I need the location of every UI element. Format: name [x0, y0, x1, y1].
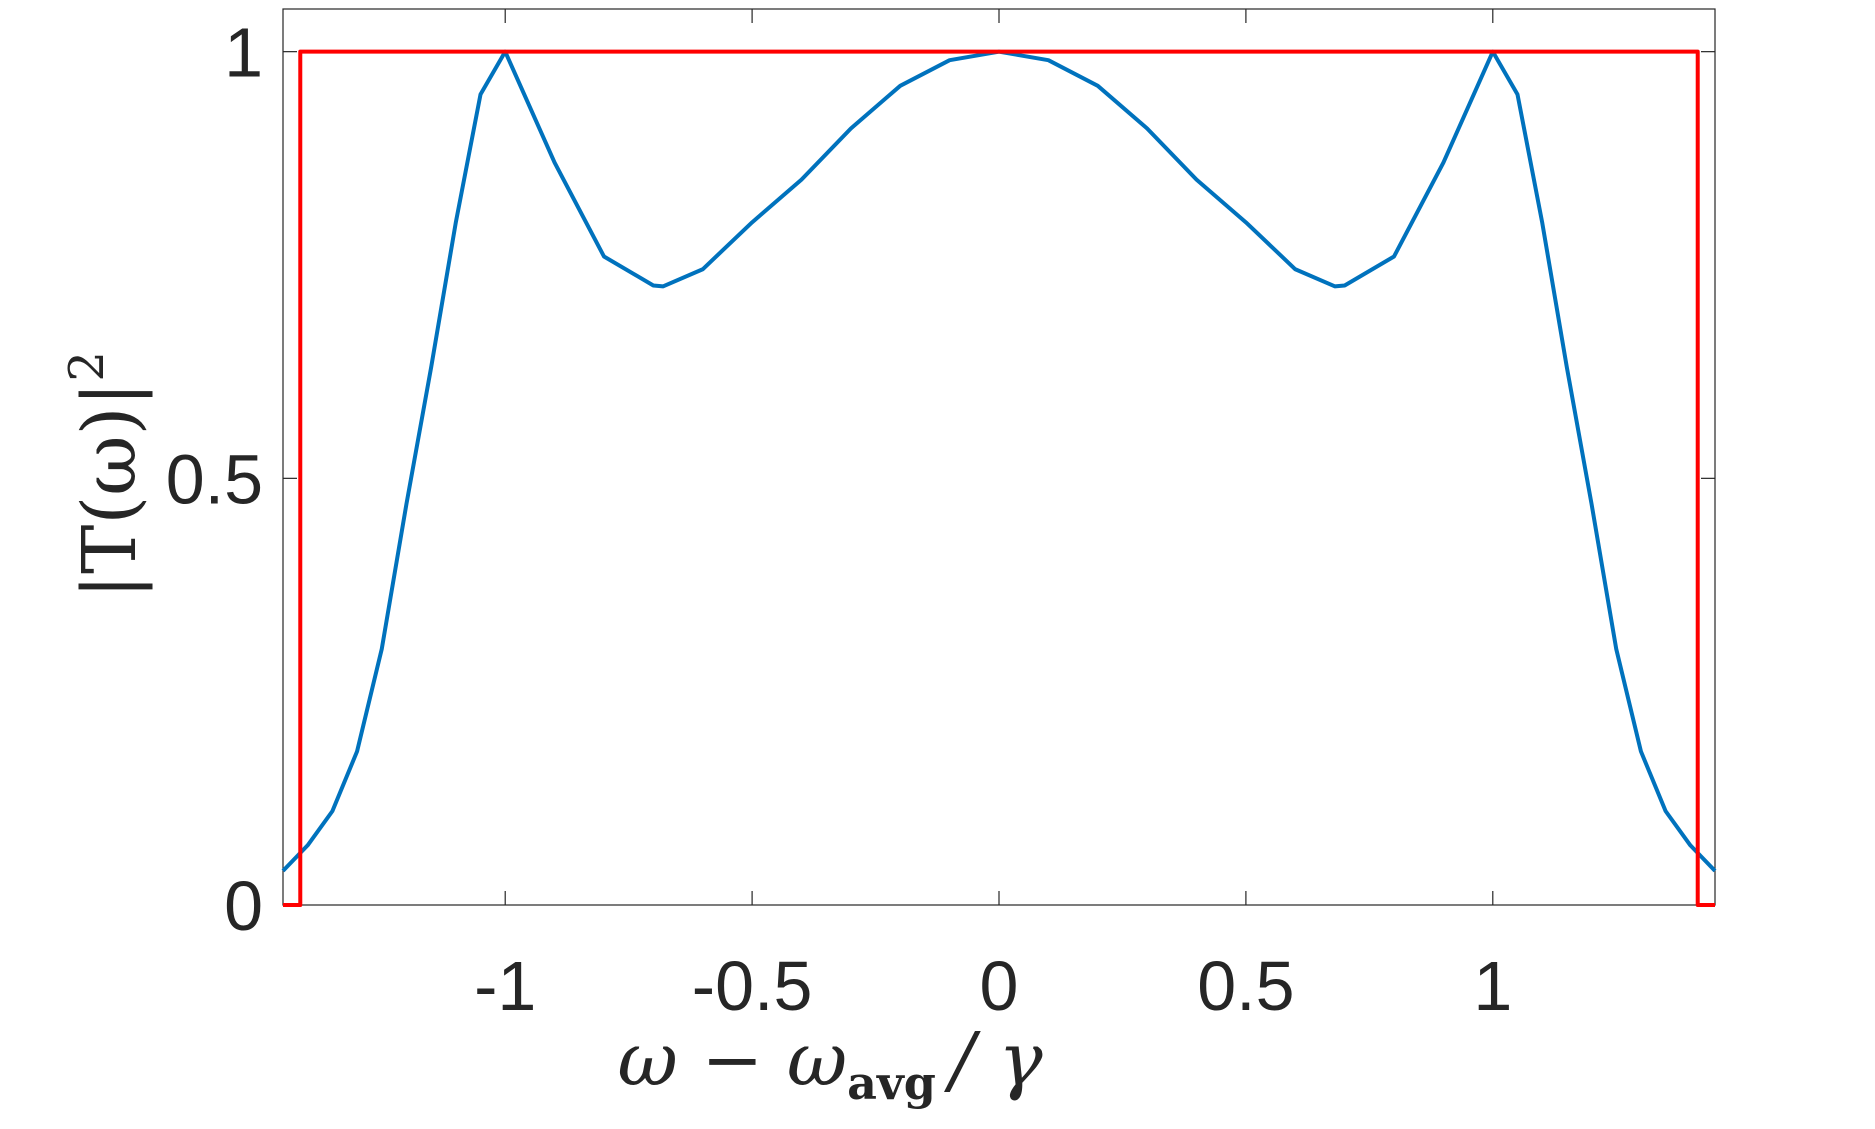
x-tick-label: -0.5 [692, 947, 813, 1025]
x-tick-label: 1 [1473, 947, 1512, 1025]
y-axis-label: |T(ω)|2 [59, 351, 153, 599]
x-axis-label: ω − ωavg / γ [617, 1017, 1043, 1110]
x-label-part: / γ [944, 1017, 1043, 1103]
y-label-part: |T(ω)| [67, 382, 153, 599]
y-tick-label: 0 [224, 867, 263, 945]
x-tick-label: 0 [980, 947, 1019, 1025]
line-series [283, 49, 1715, 907]
x-tick-label: 0.5 [1197, 947, 1294, 1025]
line-series [281, 49, 1717, 873]
x-tick-label: -1 [474, 947, 536, 1025]
plot-area [282, 8, 1716, 906]
y-label-sup: 2 [59, 351, 115, 382]
y-tick-label: 0.5 [166, 440, 263, 518]
y-tick-label: 1 [224, 14, 263, 92]
x-label-part: ω − ω [617, 1017, 847, 1103]
x-label-sub: avg [847, 1056, 936, 1110]
